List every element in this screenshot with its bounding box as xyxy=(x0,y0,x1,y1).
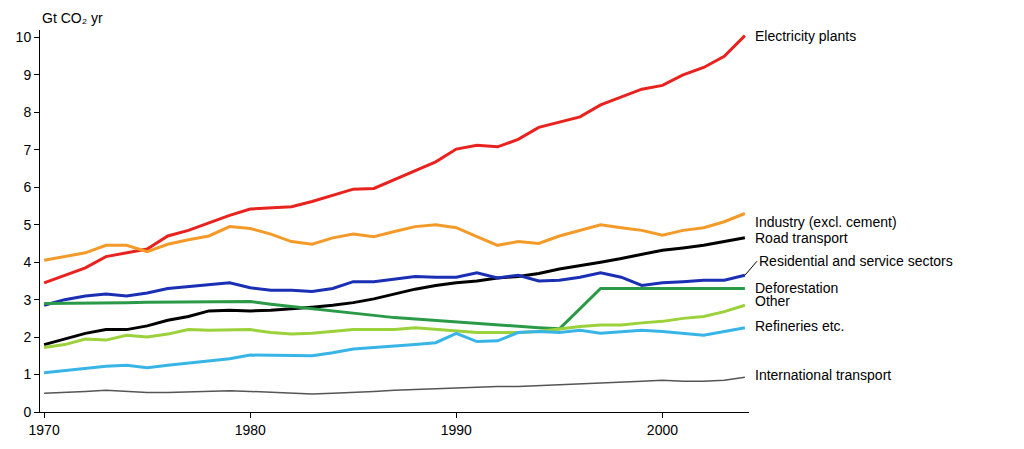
svg-text:International transport: International transport xyxy=(755,367,891,383)
svg-text:10: 10 xyxy=(16,29,32,45)
svg-text:3: 3 xyxy=(23,292,31,308)
svg-text:4: 4 xyxy=(23,254,31,270)
svg-text:1: 1 xyxy=(23,366,31,382)
svg-text:8: 8 xyxy=(23,104,31,120)
svg-text:5: 5 xyxy=(23,217,31,233)
svg-text:6: 6 xyxy=(23,179,31,195)
svg-text:Residential and service sector: Residential and service sectors xyxy=(759,253,953,269)
svg-text:Road transport: Road transport xyxy=(755,230,848,246)
svg-text:0: 0 xyxy=(23,404,31,420)
svg-text:1970: 1970 xyxy=(29,422,60,438)
svg-text:7: 7 xyxy=(23,142,31,158)
svg-text:Refineries etc.: Refineries etc. xyxy=(755,318,844,334)
svg-text:Industry (excl. cement): Industry (excl. cement) xyxy=(755,214,897,230)
svg-text:9: 9 xyxy=(23,67,31,83)
svg-text:2: 2 xyxy=(23,329,31,345)
svg-text:1990: 1990 xyxy=(441,422,472,438)
svg-text:Other: Other xyxy=(755,293,790,309)
svg-text:2000: 2000 xyxy=(647,422,678,438)
svg-text:Gt CO₂ yr: Gt CO₂ yr xyxy=(42,10,103,26)
svg-text:Deforestation: Deforestation xyxy=(755,280,838,296)
svg-text:Electricity plants: Electricity plants xyxy=(755,28,856,44)
svg-text:1980: 1980 xyxy=(235,422,266,438)
